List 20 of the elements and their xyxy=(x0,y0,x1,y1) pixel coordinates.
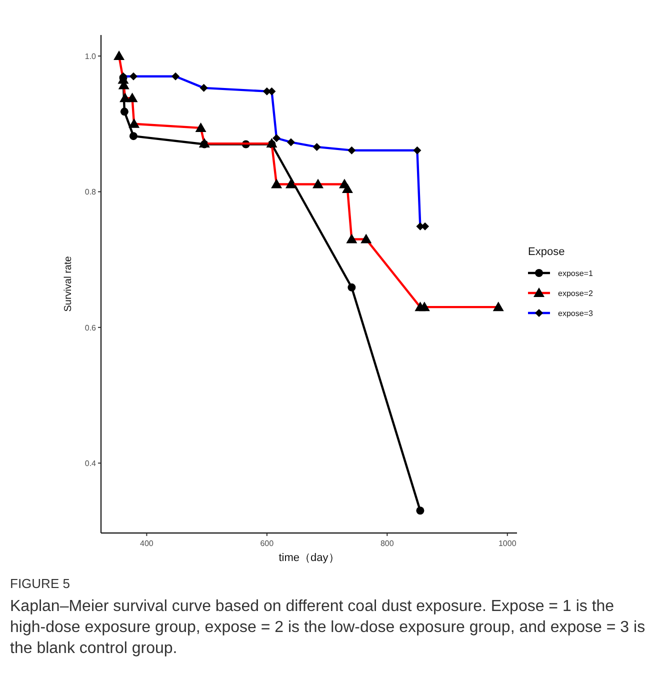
x-tick-label: 400 xyxy=(140,539,154,548)
x-tick-label: 600 xyxy=(260,539,274,548)
y-tick-label: 0.4 xyxy=(84,459,97,468)
caption: FIGURE 5 xyxy=(10,576,70,591)
x-axis-title: time（day） xyxy=(278,552,340,564)
legend-label: expose=2 xyxy=(558,289,594,298)
y-axis-title: Survival rate xyxy=(63,256,74,312)
y-tick-label: 0.8 xyxy=(84,188,97,197)
legend-title: Expose xyxy=(528,246,565,258)
point xyxy=(416,506,424,515)
point xyxy=(129,132,138,140)
y-tick-label: 0.6 xyxy=(84,323,97,332)
point xyxy=(348,283,356,292)
point xyxy=(120,108,128,116)
x-tick-label: 800 xyxy=(380,539,394,548)
legend-label: expose=3 xyxy=(558,309,594,318)
y-tick-label: 1.0 xyxy=(84,52,97,62)
legend-label: expose=1 xyxy=(558,269,594,278)
text: Kaplan–Meier survival curve based on different coal dust exposure. Expose = 1 is the high-dose exposure group, expose = 2 is the low-dose exposure group, and expose = 3 is the blank control group. xyxy=(10,597,646,659)
x-tick-label: 1000 xyxy=(498,539,517,548)
